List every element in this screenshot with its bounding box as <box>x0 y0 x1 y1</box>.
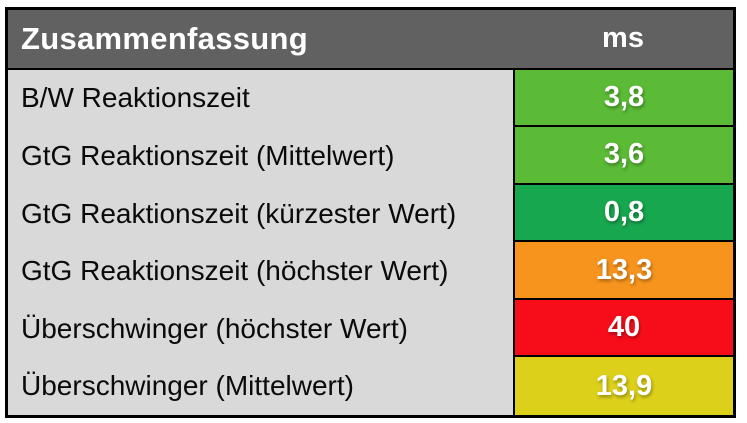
table-row: GtG Reaktionszeit (kürzester Wert) 0,8 <box>8 184 733 243</box>
summary-table: Zusammenfassung ms B/W Reaktionszeit 3,8… <box>5 7 736 418</box>
row-value-cell: 40 <box>513 299 733 358</box>
row-value-cell: 13,3 <box>513 242 733 300</box>
row-value-cell: 13,9 <box>513 357 733 416</box>
table-row: Überschwinger (Mittelwert) 13,9 <box>8 357 733 416</box>
row-value-cell: 3,6 <box>513 127 733 185</box>
row-label: Überschwinger (höchster Wert) <box>8 299 513 358</box>
row-value-cell: 3,8 <box>513 69 733 128</box>
row-label: GtG Reaktionszeit (Mittelwert) <box>8 127 513 185</box>
table-header-row: Zusammenfassung ms <box>8 10 733 70</box>
table-title: Zusammenfassung <box>21 20 309 56</box>
table-row: Überschwinger (höchster Wert) 40 <box>8 299 733 358</box>
row-value-cell: 0,8 <box>513 184 733 243</box>
table-body: B/W Reaktionszeit 3,8 GtG Reaktionszeit … <box>8 69 733 416</box>
unit-column-header: ms <box>602 22 644 55</box>
row-label: GtG Reaktionszeit (kürzester Wert) <box>8 184 513 243</box>
table-row: B/W Reaktionszeit 3,8 <box>8 69 733 128</box>
table-row: GtG Reaktionszeit (Mittelwert) 3,6 <box>8 127 733 185</box>
row-label: B/W Reaktionszeit <box>8 69 513 128</box>
table-row: GtG Reaktionszeit (höchster Wert) 13,3 <box>8 242 733 300</box>
row-label: GtG Reaktionszeit (höchster Wert) <box>8 242 513 300</box>
row-label: Überschwinger (Mittelwert) <box>8 357 513 416</box>
